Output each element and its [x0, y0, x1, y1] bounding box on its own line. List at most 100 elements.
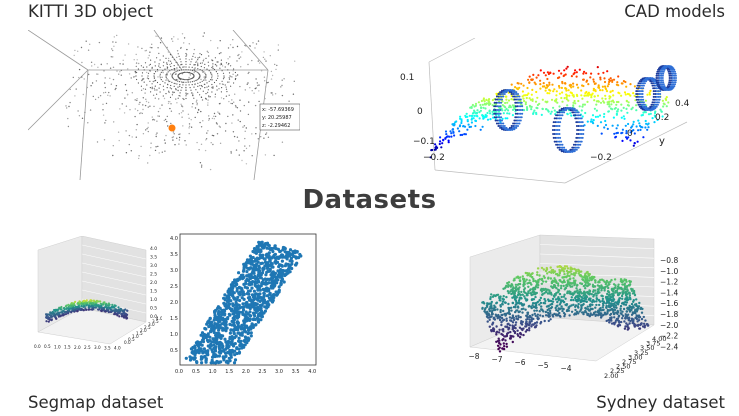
kitti-ring-point: [180, 72, 182, 74]
cad-wheel-point: [572, 109, 575, 112]
cad-point: [557, 69, 561, 72]
kitti-point: [91, 65, 93, 67]
cad-point: [615, 112, 618, 115]
cad-point: [474, 124, 477, 128]
kitti-point: [138, 62, 140, 65]
kitti-ring-point: [208, 65, 210, 67]
cad-wheel-point: [661, 86, 664, 89]
sydney-point: [558, 303, 562, 306]
segmap-2d-point: [233, 358, 238, 362]
cad-wheel-point: [497, 125, 500, 127]
cad-wheel-point: [580, 121, 583, 124]
cad-wheel-point: [639, 87, 641, 90]
cad-point: [444, 137, 447, 140]
cad-point: [585, 90, 588, 94]
kitti-point: [208, 119, 210, 122]
cad-wheel-point: [577, 129, 580, 131]
cad-point: [525, 106, 529, 109]
kitti-point: [192, 103, 194, 105]
kitti-point: [234, 93, 236, 95]
sydney-point: [531, 302, 535, 305]
kitti-point: [172, 139, 174, 141]
cad-wheel-point: [572, 114, 575, 117]
kitti-point: [203, 58, 205, 61]
cad-wheel-point: [674, 83, 676, 86]
cad-point: [593, 107, 596, 110]
cad-wheel-point: [643, 105, 646, 108]
cad-point: [544, 89, 547, 92]
cad-wheel-point: [558, 117, 561, 120]
segmap-2d-point: [210, 320, 214, 324]
sydney-point: [532, 279, 535, 283]
cad-wheel-point: [657, 85, 660, 88]
cad-point: [548, 88, 551, 91]
cad-point: [463, 125, 467, 128]
segmap-2d-point: [232, 361, 237, 365]
cad-wheel-point: [662, 81, 665, 84]
cad-wheel-point: [579, 114, 582, 117]
kitti-point: [211, 134, 214, 137]
segmap-2d-point: [265, 241, 270, 245]
cad-point: [578, 68, 581, 71]
cad-wheel-point: [580, 125, 583, 127]
segmap-2d-point: [224, 317, 228, 321]
kitti-ring-point: [183, 81, 185, 83]
kitti-ring-point: [149, 70, 151, 72]
kitti-ring-point: [167, 83, 169, 85]
sydney-point: [571, 285, 574, 288]
segmap-2d-point: [222, 321, 226, 325]
sydney-point: [568, 292, 571, 295]
cad-point: [624, 93, 627, 96]
kitti-ring-point: [186, 79, 188, 81]
sydney-point: [572, 277, 575, 280]
segmap-2d-point: [242, 262, 246, 266]
sydney-point: [522, 333, 525, 337]
kitti-ring-point: [227, 69, 229, 71]
segmap-2d-point: [228, 352, 232, 356]
sydney-point: [500, 321, 503, 324]
kitti-point: [144, 92, 146, 94]
segmap-2d-point: [240, 331, 244, 335]
cad-point: [632, 123, 635, 126]
segmap-2d-point: [235, 347, 239, 351]
cad-wheel-point: [515, 95, 518, 98]
cad-point: [646, 93, 649, 96]
segmap-3d-z-tick: 0.5: [150, 306, 157, 312]
kitti-point: [232, 39, 234, 41]
kitti-point: [140, 89, 143, 91]
cad-point: [444, 130, 448, 133]
sydney-point: [598, 299, 601, 302]
segmap-3d-point: [92, 299, 95, 302]
segmap-2d-point: [206, 334, 210, 338]
sydney-point: [579, 299, 582, 302]
kitti-ring-point: [194, 67, 196, 69]
sydney-point: [561, 309, 564, 313]
cad-point: [504, 101, 507, 105]
cad-wheel-point: [643, 80, 646, 83]
cad-point: [480, 106, 483, 110]
cad-point: [661, 115, 664, 118]
cad-point: [504, 95, 507, 98]
kitti-point: [204, 97, 207, 100]
kitti-point: [206, 132, 208, 134]
kitti-point: [239, 85, 241, 88]
segmap-2d-point: [236, 303, 240, 307]
sydney-point: [560, 284, 563, 288]
sydney-point: [512, 286, 515, 289]
kitti-point: [72, 76, 74, 79]
sydney-point: [591, 300, 594, 304]
kitti-point: [169, 60, 172, 62]
segmap-2d-point: [253, 306, 257, 310]
segmap-2d-point: [234, 334, 238, 338]
cad-point: [489, 102, 492, 105]
cad-wheel-point: [497, 98, 500, 101]
cad-point: [587, 91, 590, 94]
segmap-2d-y-tick: 4.0: [170, 236, 178, 242]
sydney-point: [599, 316, 603, 319]
kitti-point: [210, 39, 212, 42]
kitti-point: [114, 88, 116, 91]
cad-point: [477, 101, 480, 104]
sydney-point: [495, 293, 498, 297]
segmap-2d-point: [217, 324, 221, 328]
sydney-point: [562, 284, 565, 288]
